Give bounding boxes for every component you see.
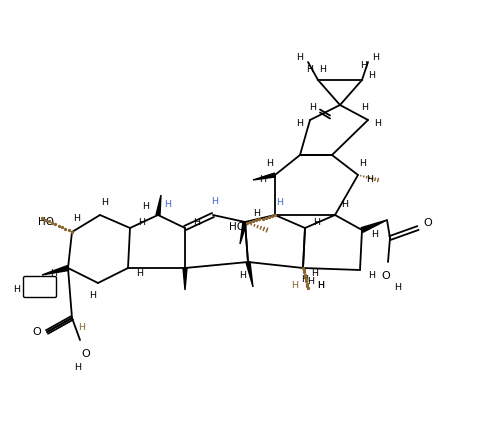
Text: H: H <box>317 282 324 290</box>
Text: H: H <box>193 219 200 227</box>
Text: H: H <box>14 285 20 293</box>
Text: H: H <box>374 119 381 127</box>
Text: HO: HO <box>38 217 54 227</box>
Text: H: H <box>253 209 260 219</box>
Text: H: H <box>138 219 145 227</box>
Text: H: H <box>164 201 171 209</box>
Text: H: H <box>259 176 266 184</box>
Text: H: H <box>341 201 348 209</box>
Text: H: H <box>78 324 85 332</box>
Text: Ab: Ab <box>32 282 47 292</box>
Polygon shape <box>245 261 253 287</box>
Text: H: H <box>50 268 58 278</box>
Text: H: H <box>306 66 313 74</box>
Text: H: H <box>371 230 378 240</box>
Text: H: H <box>360 60 367 70</box>
Text: H: H <box>136 268 143 278</box>
Text: H: H <box>101 198 108 208</box>
Polygon shape <box>253 173 275 180</box>
Text: H: H <box>211 198 218 206</box>
Text: H: H <box>393 283 401 293</box>
Text: O: O <box>381 271 390 281</box>
Text: H: H <box>309 103 316 113</box>
Text: H: H <box>361 103 368 113</box>
Text: H: H <box>301 276 308 285</box>
Polygon shape <box>182 268 187 290</box>
Text: H: H <box>239 272 246 280</box>
Text: H: H <box>296 119 303 127</box>
Polygon shape <box>240 222 246 244</box>
Text: H: H <box>372 53 378 61</box>
Text: HO: HO <box>228 222 244 232</box>
Text: H: H <box>276 198 283 208</box>
Text: H: H <box>291 282 298 290</box>
Text: H: H <box>74 215 80 223</box>
Text: O: O <box>32 327 41 337</box>
Polygon shape <box>360 220 386 232</box>
Text: O: O <box>423 218 431 228</box>
Polygon shape <box>42 265 69 275</box>
Text: H: H <box>359 159 366 167</box>
Text: H: H <box>296 53 303 61</box>
Text: H: H <box>142 202 149 212</box>
Text: H: H <box>307 278 314 286</box>
Text: H: H <box>75 364 81 372</box>
Text: H: H <box>368 271 375 279</box>
Text: H: H <box>319 66 326 74</box>
Text: H: H <box>368 71 375 80</box>
Text: H: H <box>317 282 324 290</box>
FancyBboxPatch shape <box>23 276 56 297</box>
Text: H: H <box>266 159 273 167</box>
Polygon shape <box>156 195 161 215</box>
Text: H: H <box>90 292 96 300</box>
Text: H: H <box>366 176 373 184</box>
Text: O: O <box>81 349 90 359</box>
Text: H: H <box>311 268 318 278</box>
Text: H: H <box>313 219 320 227</box>
